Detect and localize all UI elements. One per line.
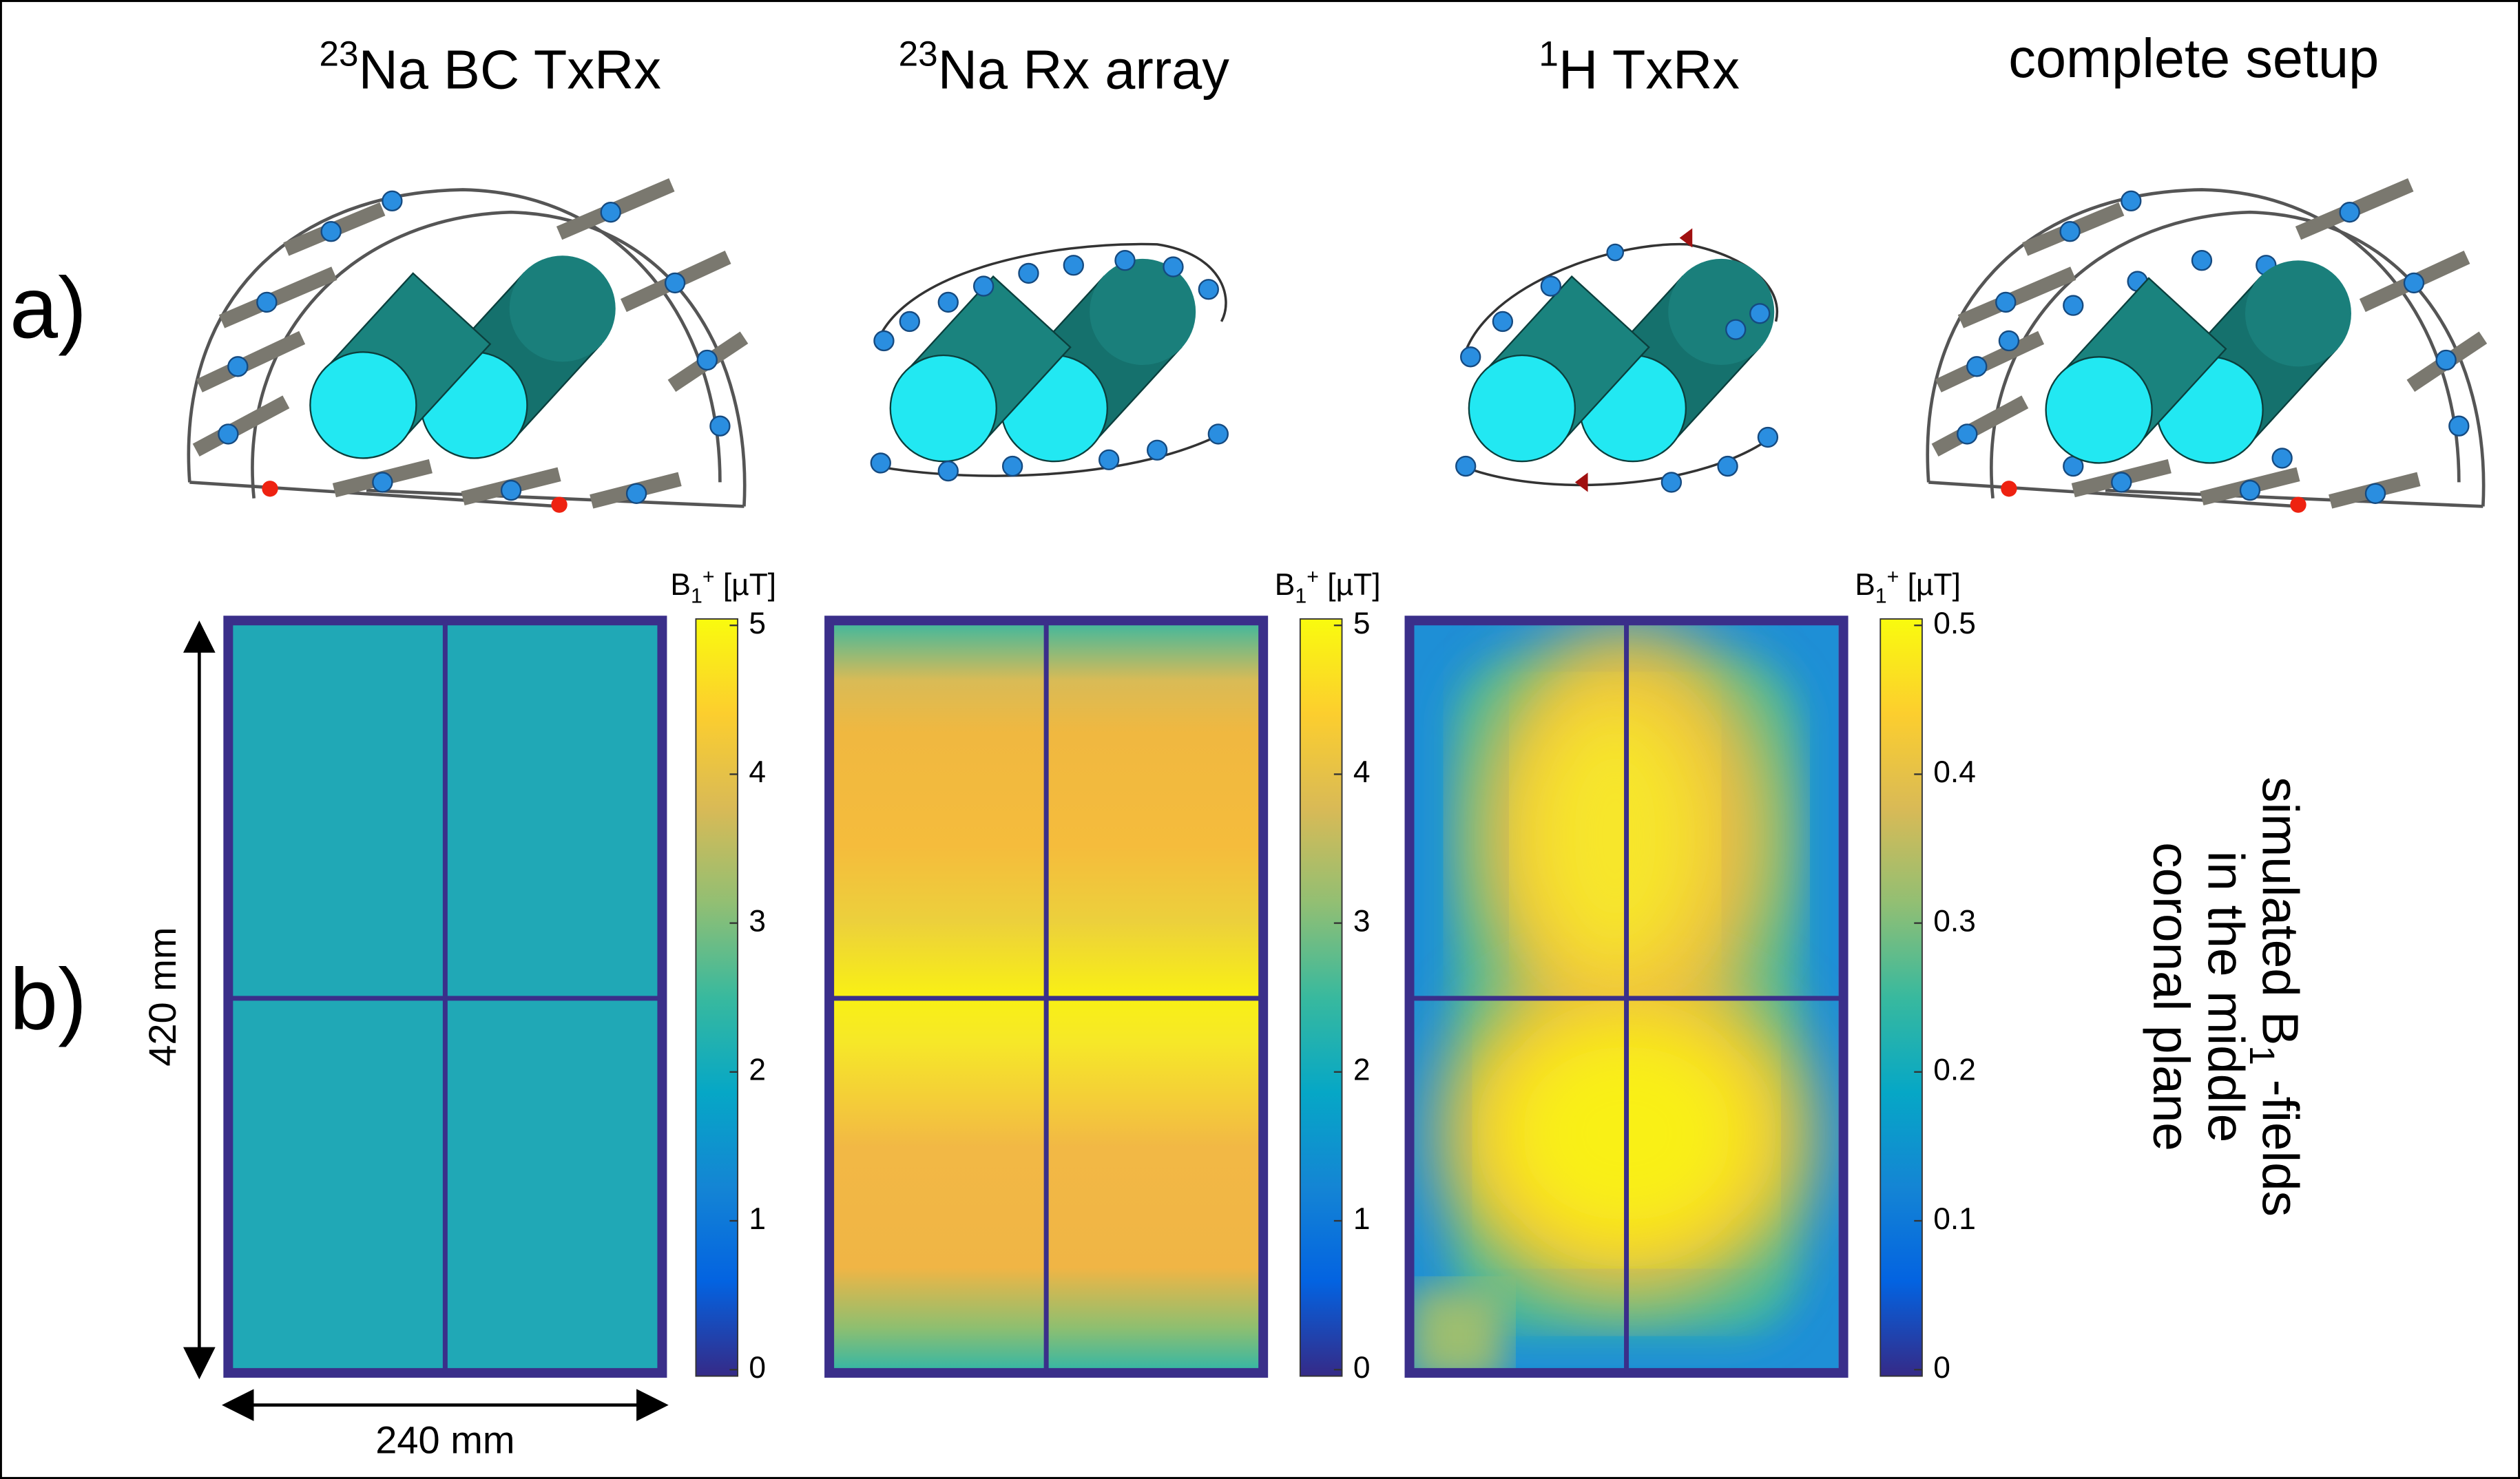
- side-note-line: in the middle: [2197, 851, 2255, 1143]
- side-note-line: coronal plane: [2143, 842, 2200, 1151]
- coil-complete: [1928, 185, 2483, 513]
- colorbar-tick-label: 0.5: [1933, 607, 1976, 640]
- width-label: 240 mm: [375, 1418, 514, 1462]
- panel-label: b): [10, 950, 87, 1047]
- column-title: 23Na Rx array: [899, 34, 1230, 101]
- coil-rx-array: [870, 242, 1229, 482]
- height-label: 420 mm: [140, 927, 184, 1066]
- colorbar: [1879, 618, 1923, 1377]
- side-note: simulated B1 -fields in the middle coron…: [2143, 777, 2310, 1217]
- coil-bc: [189, 185, 744, 513]
- column-title: 1H TxRx: [1539, 34, 1740, 101]
- colorbar: [1299, 618, 1343, 1377]
- colorbar-tick-label: 1: [749, 1202, 766, 1236]
- colorbar-tick-label: 0.2: [1933, 1053, 1976, 1087]
- column-titles: 23Na BC TxRx 23Na Rx array 1H TxRx compl…: [319, 28, 2379, 100]
- colorbar-tick-label: 5: [1353, 607, 1371, 640]
- colorbar-tick-label: 4: [749, 755, 766, 789]
- colorbar: [695, 618, 739, 1377]
- side-note-line: simulated B1 -fields: [2242, 777, 2310, 1217]
- colorbar-tick-label: 0.3: [1933, 904, 1976, 938]
- colorbar-tick-label: 0: [1353, 1351, 1371, 1385]
- colorbar-tick-label: 0.1: [1933, 1202, 1976, 1236]
- colorbar-tick-label: 2: [749, 1053, 766, 1087]
- colorbar-tick-label: 3: [1353, 904, 1371, 938]
- colorbar-tick-label: 1: [1353, 1202, 1371, 1236]
- column-title: 23Na BC TxRx: [319, 34, 660, 101]
- panel-label: a): [10, 259, 87, 356]
- colorbar-tick-label: 5: [749, 607, 766, 640]
- colorbar-tick-label: 4: [1353, 755, 1371, 789]
- colorbar-tick-label: 0: [749, 1351, 766, 1385]
- colorbar-tick-label: 3: [749, 904, 766, 938]
- colorbar-tick-label: 0: [1933, 1351, 1950, 1385]
- colorbar-tick-label: 2: [1353, 1053, 1371, 1087]
- colorbar-label: B1+ [µT]: [1855, 566, 1961, 608]
- colorbar-label: B1+ [µT]: [670, 566, 776, 608]
- colorbar-tick-label: 0.4: [1933, 755, 1976, 789]
- map-frames: [223, 616, 1849, 1378]
- column-title: complete setup: [2008, 28, 2379, 89]
- coil-h: [1455, 228, 1779, 493]
- colorbar-label: B1+ [µT]: [1275, 566, 1381, 608]
